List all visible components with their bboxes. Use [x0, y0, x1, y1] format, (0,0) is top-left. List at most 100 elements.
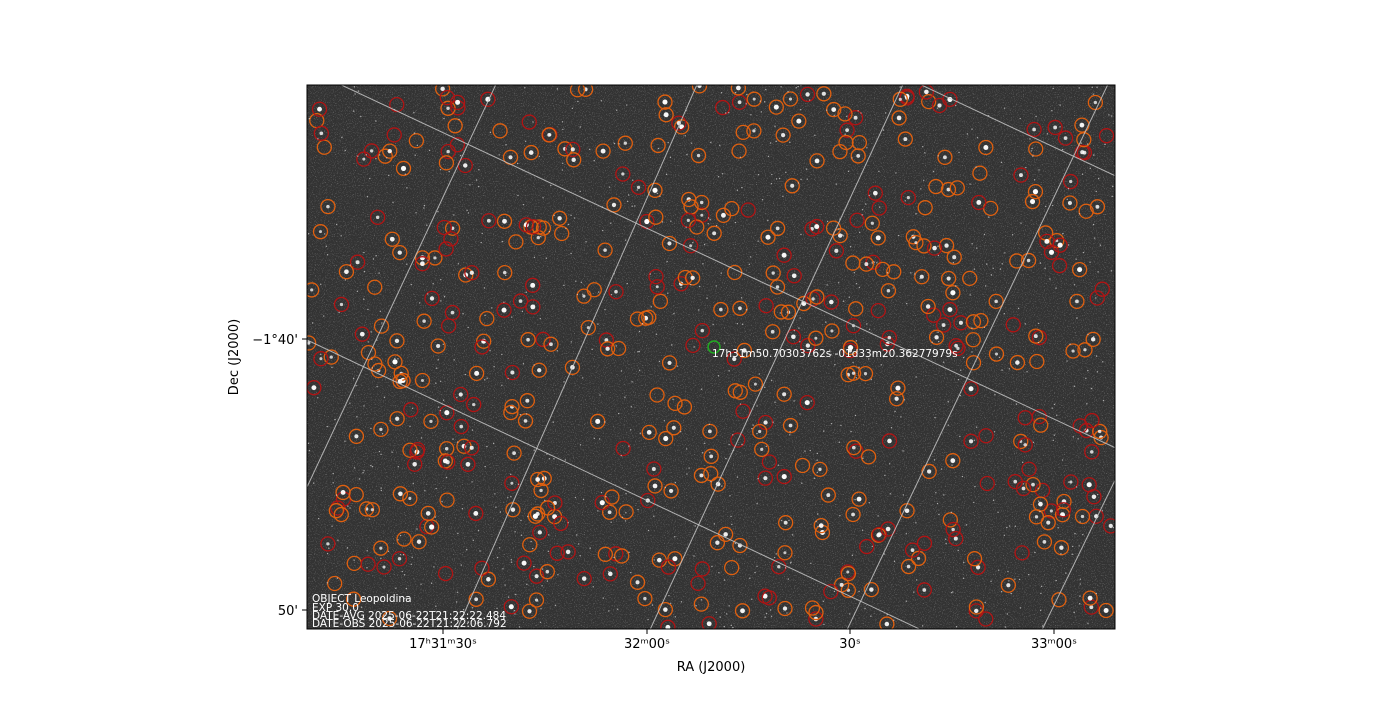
star: [667, 241, 672, 246]
star: [738, 306, 742, 311]
faint-star: [921, 625, 924, 627]
star: [469, 445, 474, 450]
faint-star: [466, 622, 469, 625]
faint-star: [765, 612, 768, 615]
faint-star: [1091, 86, 1093, 89]
source-ring: [649, 387, 665, 403]
faint-star: [629, 429, 632, 431]
faint-star: [950, 591, 953, 594]
faint-star: [486, 623, 489, 625]
source-ring: [641, 424, 657, 441]
faint-star: [338, 311, 340, 314]
source-ring: [784, 178, 800, 194]
faint-star: [1112, 526, 1115, 529]
star: [1080, 514, 1085, 519]
faint-star: [401, 570, 404, 573]
star: [814, 336, 818, 340]
source-ring: [740, 202, 756, 218]
star: [614, 289, 618, 294]
star: [1090, 337, 1096, 342]
source-ring: [348, 428, 365, 444]
source-ring: [840, 367, 856, 383]
faint-star: [833, 114, 835, 117]
star: [706, 621, 712, 627]
faint-star: [1071, 545, 1074, 548]
source-ring: [647, 478, 663, 494]
star: [916, 556, 921, 561]
source-ring: [1065, 343, 1081, 359]
faint-star: [610, 521, 612, 523]
faint-star: [510, 473, 512, 476]
faint-star: [940, 468, 943, 470]
faint-star: [1034, 551, 1036, 554]
faint-star: [1008, 368, 1011, 370]
star: [895, 385, 901, 391]
source-ring: [408, 133, 425, 149]
star: [565, 549, 571, 555]
source-ring: [449, 137, 466, 153]
source-ring: [434, 85, 451, 97]
faint-star: [1037, 487, 1039, 490]
source-ring: [320, 536, 336, 552]
faint-star: [829, 349, 831, 351]
source-ring: [680, 212, 696, 229]
faint-star: [323, 315, 325, 317]
source-ring: [532, 524, 548, 541]
star: [1019, 173, 1023, 178]
faint-star: [1014, 525, 1017, 527]
source-ring: [525, 277, 541, 293]
star: [814, 158, 820, 164]
faint-star: [356, 416, 358, 418]
faint-star: [522, 203, 525, 206]
faint-star: [789, 562, 792, 564]
faint-star: [1061, 459, 1064, 461]
faint-star: [676, 365, 679, 367]
faint-star: [858, 590, 860, 593]
star: [736, 85, 741, 91]
faint-star: [857, 110, 859, 112]
faint-star: [695, 604, 697, 607]
source-ring: [414, 256, 431, 272]
faint-star: [576, 534, 578, 536]
faint-star: [456, 591, 459, 593]
source-ring: [1017, 410, 1033, 426]
faint-star: [574, 496, 577, 499]
faint-star: [308, 449, 311, 452]
source-ring: [870, 230, 886, 246]
faint-star: [567, 223, 570, 226]
faint-star: [974, 485, 976, 488]
source-ring: [599, 341, 616, 357]
star: [742, 348, 747, 353]
faint-star: [370, 427, 372, 430]
faint-star: [848, 296, 851, 298]
star: [950, 290, 956, 296]
source-ring: [765, 265, 781, 281]
source-ring: [438, 155, 455, 171]
star: [535, 511, 540, 517]
faint-star: [443, 117, 445, 120]
source-ring: [804, 600, 821, 616]
source-ring: [949, 180, 965, 196]
source-ring: [658, 107, 674, 123]
faint-star: [562, 162, 564, 165]
faint-star: [1046, 133, 1049, 135]
faint-star: [797, 182, 800, 184]
faint-star: [346, 547, 349, 549]
source-ring: [940, 270, 957, 287]
faint-star: [1092, 223, 1095, 226]
faint-star: [907, 355, 910, 357]
faint-star: [769, 609, 772, 611]
source-ring: [671, 115, 687, 131]
faint-star: [837, 282, 840, 284]
faint-star: [1067, 187, 1070, 190]
faint-star: [1033, 179, 1036, 181]
star: [770, 329, 775, 334]
faint-star: [375, 158, 377, 160]
faint-star: [707, 217, 710, 219]
star: [773, 104, 779, 110]
faint-star: [801, 482, 803, 484]
source-ring: [641, 309, 657, 325]
star: [547, 133, 551, 137]
star: [1069, 179, 1073, 184]
faint-star: [389, 420, 391, 422]
